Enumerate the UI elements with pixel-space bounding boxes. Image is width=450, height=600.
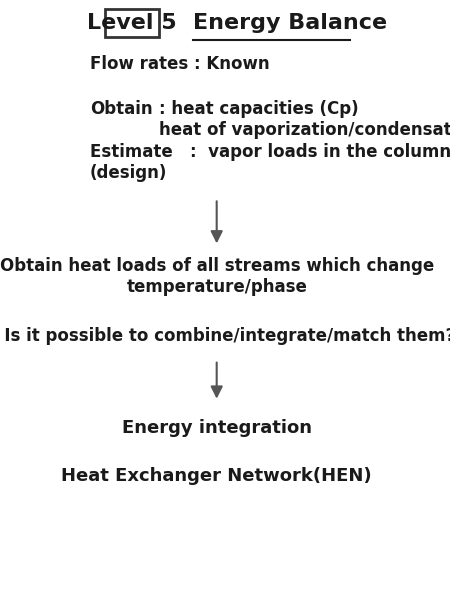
Text: : heat capacities (Cp): : heat capacities (Cp)	[159, 100, 359, 118]
Text: Obtain heat loads of all streams which change
temperature/phase: Obtain heat loads of all streams which c…	[0, 257, 434, 296]
FancyBboxPatch shape	[105, 8, 159, 37]
Text: Level 5: Level 5	[87, 13, 177, 33]
Text: Q. Is it possible to combine/integrate/match them?: Q. Is it possible to combine/integrate/m…	[0, 327, 450, 345]
Text: Obtain: Obtain	[90, 100, 153, 118]
Text: heat of vaporization/condensation: heat of vaporization/condensation	[159, 121, 450, 139]
Text: Heat Exchanger Network(HEN): Heat Exchanger Network(HEN)	[61, 467, 372, 485]
Text: Energy integration: Energy integration	[122, 419, 312, 437]
Text: Flow rates : Known: Flow rates : Known	[90, 55, 270, 73]
Text: Energy Balance: Energy Balance	[193, 13, 387, 33]
Text: (design): (design)	[90, 164, 167, 182]
Text: Estimate   :  vapor loads in the column: Estimate : vapor loads in the column	[90, 143, 450, 161]
